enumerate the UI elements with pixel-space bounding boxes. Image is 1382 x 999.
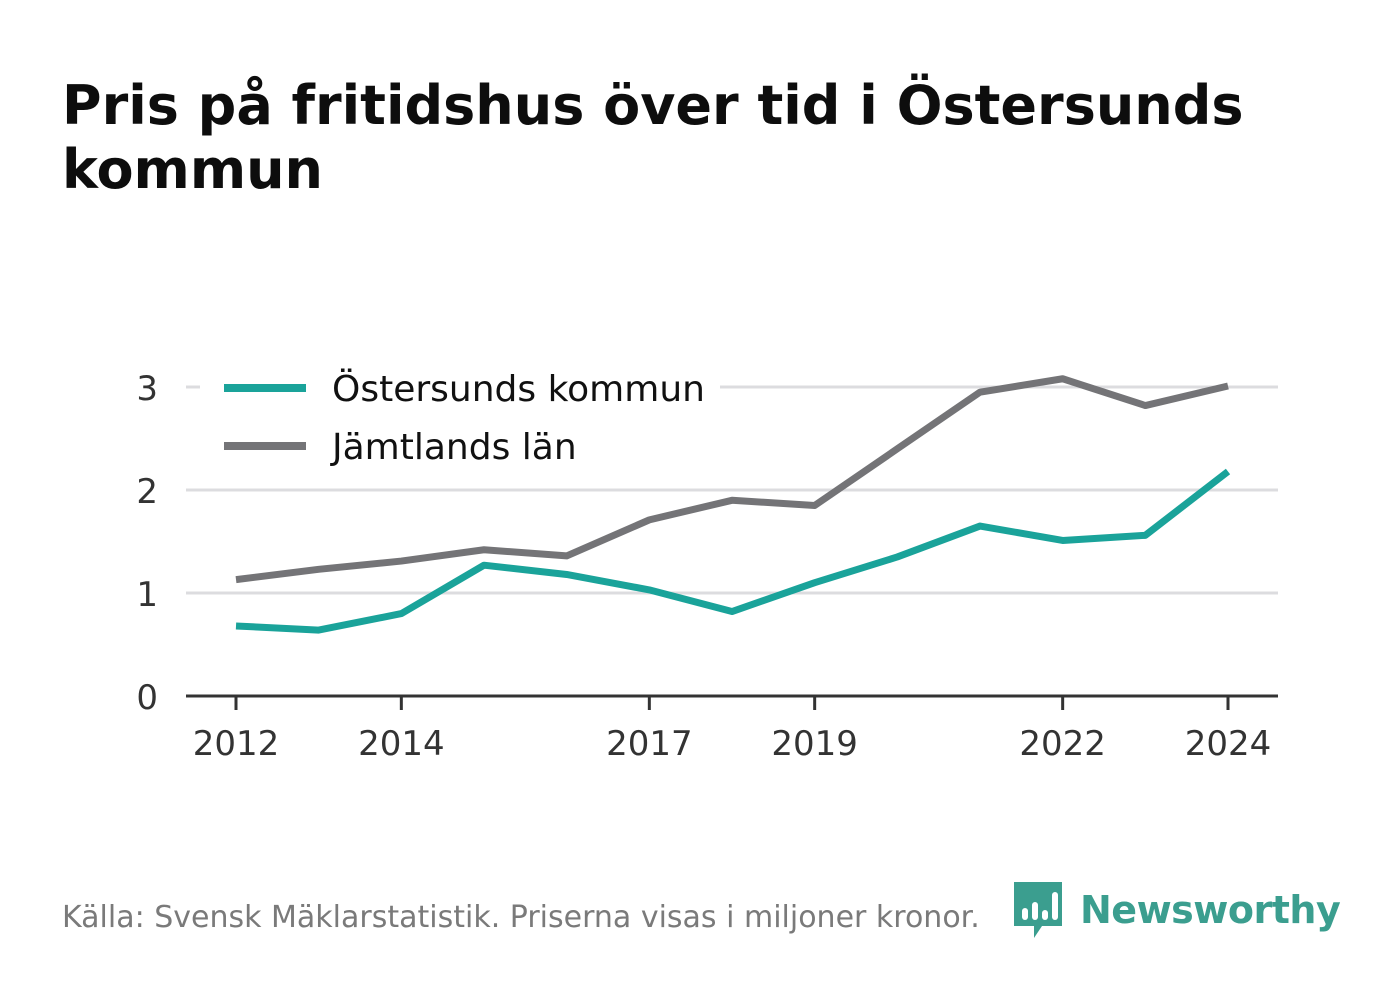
y-tick-label-0: 0 bbox=[136, 678, 158, 718]
series-line-2 bbox=[235, 375, 1229, 584]
x-tick-label-2014: 2014 bbox=[358, 724, 445, 764]
chart-title: Pris på fritidshus över tid i Östersunds… bbox=[62, 74, 1244, 201]
legend-label-2: Jämtlands län bbox=[330, 427, 577, 468]
legend-background bbox=[200, 360, 720, 478]
x-tick-label-2024: 2024 bbox=[1185, 724, 1272, 764]
newsworthy-logo: Newsworthy bbox=[1012, 880, 1341, 940]
x-tick-label-2017: 2017 bbox=[606, 724, 693, 764]
legend: Östersunds kommun Jämtlands län bbox=[200, 360, 720, 478]
bar-chart-speech-bubble-icon bbox=[1014, 882, 1062, 938]
x-axis bbox=[186, 694, 1278, 710]
series-line-1 bbox=[235, 468, 1231, 634]
logo-text: Newsworthy bbox=[1080, 888, 1341, 932]
x-tick-label-2022: 2022 bbox=[1019, 724, 1106, 764]
legend-label-1: Östersunds kommun bbox=[332, 368, 705, 410]
x-tick-label-2019: 2019 bbox=[771, 724, 858, 764]
series-lines bbox=[235, 375, 1231, 634]
y-tick-label-3: 3 bbox=[136, 369, 158, 409]
source-note: Källa: Svensk Mäklarstatistik. Priserna … bbox=[62, 900, 980, 935]
x-axis-tick-labels: 2012 2014 2017 2019 2022 2024 bbox=[193, 724, 1272, 764]
y-axis-tick-labels: 0 1 2 3 bbox=[136, 369, 158, 718]
y-tick-label-2: 2 bbox=[136, 472, 158, 512]
x-tick-label-2012: 2012 bbox=[193, 724, 280, 764]
y-tick-label-1: 1 bbox=[136, 575, 158, 615]
